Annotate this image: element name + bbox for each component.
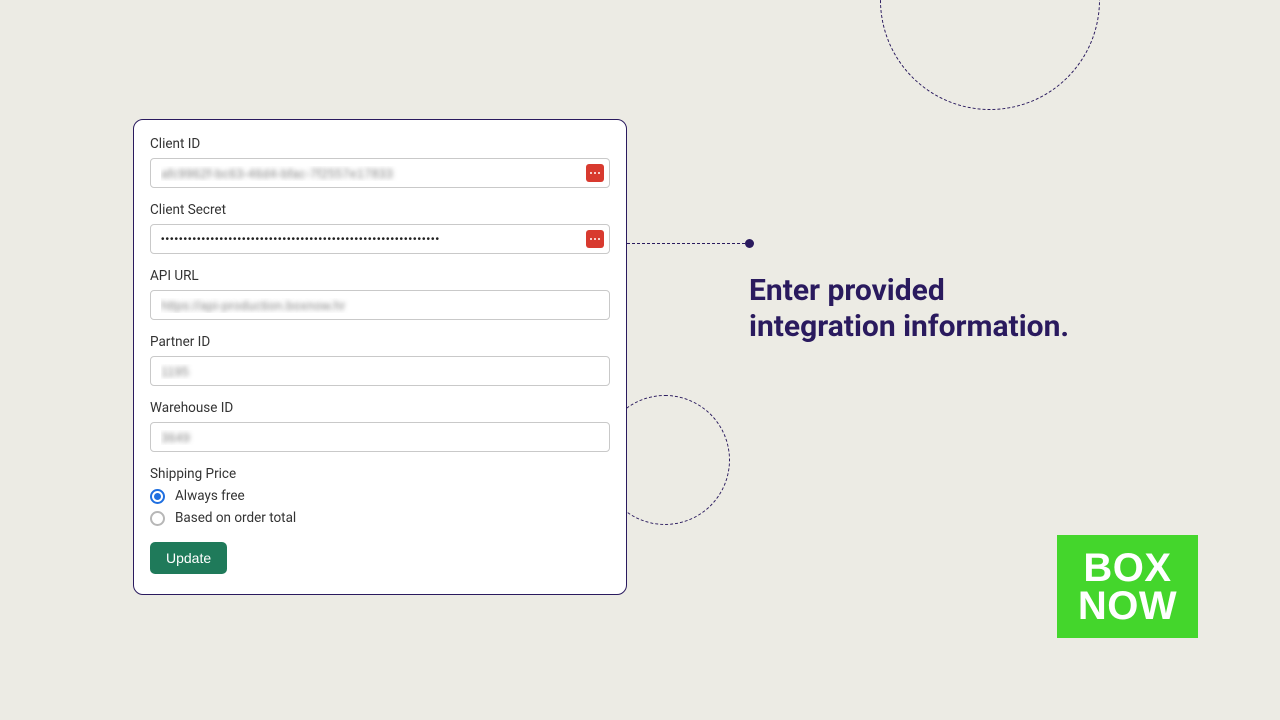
callout-text: Enter provided integration information.: [749, 273, 1069, 345]
api-url-input-wrap: [150, 290, 610, 320]
radio-label: Based on order total: [175, 510, 296, 526]
callout-line2: integration information.: [749, 309, 1069, 344]
client-secret-input[interactable]: [150, 224, 610, 254]
password-manager-icon[interactable]: [586, 230, 604, 248]
connector-dot: [745, 239, 754, 248]
api-url-label: API URL: [150, 268, 610, 284]
client-id-input[interactable]: [150, 158, 610, 188]
callout-line1: Enter provided: [749, 273, 945, 308]
update-button[interactable]: Update: [150, 542, 227, 574]
api-url-input[interactable]: [150, 290, 610, 320]
warehouse-id-input[interactable]: [150, 422, 610, 452]
logo-line2: NOW: [1078, 587, 1177, 625]
client-secret-input-wrap: [150, 224, 610, 254]
client-id-input-wrap: [150, 158, 610, 188]
decorative-dashed-circle-top: [880, 0, 1100, 110]
client-secret-label: Client Secret: [150, 202, 610, 218]
integration-form-card: Client ID Client Secret API URL Partner …: [133, 119, 627, 595]
radio-icon: [150, 489, 165, 504]
boxnow-logo: BOX NOW: [1057, 535, 1198, 638]
radio-option-always-free[interactable]: Always free: [150, 488, 610, 504]
radio-option-based-on-total[interactable]: Based on order total: [150, 510, 610, 526]
partner-id-input[interactable]: [150, 356, 610, 386]
connector-line: [627, 243, 745, 244]
partner-id-input-wrap: [150, 356, 610, 386]
shipping-price-radio-group: Always free Based on order total: [150, 488, 610, 526]
warehouse-id-input-wrap: [150, 422, 610, 452]
warehouse-id-label: Warehouse ID: [150, 400, 610, 416]
radio-icon: [150, 511, 165, 526]
partner-id-label: Partner ID: [150, 334, 610, 350]
shipping-price-label: Shipping Price: [150, 466, 610, 482]
logo-line1: BOX: [1083, 549, 1171, 587]
radio-label: Always free: [175, 488, 245, 504]
client-id-label: Client ID: [150, 136, 610, 152]
password-manager-icon[interactable]: [586, 164, 604, 182]
